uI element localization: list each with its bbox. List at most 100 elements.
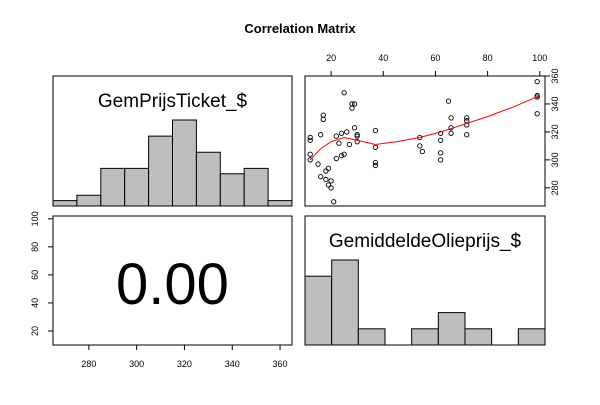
scatter-point-2 xyxy=(307,151,313,157)
scatter-point-18 xyxy=(336,140,342,146)
scatter-point-23 xyxy=(344,129,350,135)
scatter-point-11 xyxy=(325,165,332,171)
scatter-point-16 xyxy=(333,133,339,139)
smooth-line xyxy=(309,95,540,161)
ticket-hist-bar-6 xyxy=(195,151,221,207)
bottom-x-tick-label-1: 300 xyxy=(129,359,144,369)
scatter-point-53 xyxy=(534,94,540,100)
top-x-tick-label-0: 20 xyxy=(326,53,336,63)
scatter-point-12 xyxy=(325,182,332,188)
scatter-point-9 xyxy=(323,168,329,174)
scatter-point-34 xyxy=(372,160,379,166)
scatter-point-49 xyxy=(464,122,470,128)
scatter-point-37 xyxy=(417,143,423,149)
ticket-hist-bar-4 xyxy=(148,135,174,207)
scatter-point-21 xyxy=(341,90,347,96)
right-y-tick-label-1: 300 xyxy=(550,152,560,167)
variable-label-oil: GemiddeldeOlieprijs_$ xyxy=(329,231,522,252)
panel-ticket-histogram: GemPrijsTicket_$ xyxy=(52,75,293,207)
scatter-point-28 xyxy=(351,125,358,131)
panel-scatter-plot: 20 40 60 80 100 280 300 320 340 360 xyxy=(304,53,560,207)
left-y-tick-label-0: 20 xyxy=(30,326,40,336)
scatter-point-5 xyxy=(318,132,324,138)
top-x-tick-label-2: 60 xyxy=(430,53,440,63)
bottom-x-tick-label-3: 340 xyxy=(225,359,240,369)
panel-oil-histogram: GemiddeldeOlieprijs_$ xyxy=(304,215,546,346)
ticket-hist-bar-2 xyxy=(100,167,126,207)
panel-oil-frame xyxy=(304,215,546,346)
scatter-point-32 xyxy=(372,127,379,134)
scatter-point-43 xyxy=(445,98,452,104)
scatter-point-31 xyxy=(354,132,360,138)
ticket-hist-bar-1 xyxy=(76,194,102,207)
oil-hist-bar-2 xyxy=(357,328,386,346)
scatter-point-29 xyxy=(354,139,360,145)
bottom-x-tick-label-0: 280 xyxy=(81,359,96,369)
chart-title: Correlation Matrix xyxy=(244,21,356,36)
variable-label-ticket: GemPrijsTicket_$ xyxy=(98,91,248,112)
scatter-point-33 xyxy=(372,144,379,150)
ticket-hist-bar-9 xyxy=(267,200,293,207)
scatter-point-48 xyxy=(464,118,470,124)
ticket-hist-bar-8 xyxy=(243,167,269,207)
scatter-point-26 xyxy=(349,101,355,107)
top-x-tick-label-3: 80 xyxy=(483,53,493,63)
left-y-tick-label-1: 40 xyxy=(30,298,40,308)
oil-hist-bar-8 xyxy=(517,328,546,346)
left-y-tick-label-4: 100 xyxy=(30,211,40,226)
correlation-value: 0.00 xyxy=(116,252,229,317)
scatter-point-0 xyxy=(307,137,313,143)
ticket-hist-bar-3 xyxy=(124,167,150,207)
scatter-point-50 xyxy=(464,132,470,138)
scatter-point-15 xyxy=(331,199,337,205)
scatter-point-40 xyxy=(438,137,444,143)
scatter-point-39 xyxy=(438,130,444,136)
scatter-point-17 xyxy=(333,155,339,162)
oil-hist-bar-0 xyxy=(304,275,333,346)
scatter-point-3 xyxy=(307,157,313,163)
ticket-hist-bar-7 xyxy=(219,173,245,207)
right-y-tick-label-2: 320 xyxy=(550,124,560,139)
scatter-point-46 xyxy=(448,130,454,136)
scatter-point-51 xyxy=(534,78,540,85)
panel-correlation-value: 0.00 280 300 320 340 360 20 40 60 80 100 xyxy=(30,211,293,369)
right-y-tick-label-0: 280 xyxy=(550,180,560,195)
scatter-point-10 xyxy=(323,176,329,183)
scatter-point-41 xyxy=(438,150,444,156)
oil-hist-bar-1 xyxy=(331,259,359,346)
scatter-point-6 xyxy=(318,173,324,180)
scatter-point-7 xyxy=(320,112,326,118)
oil-hist-bar-4 xyxy=(411,328,439,346)
left-y-tick-label-3: 80 xyxy=(30,242,40,252)
scatter-point-27 xyxy=(351,101,358,107)
oil-hist-bar-5 xyxy=(437,312,466,346)
scatter-point-38 xyxy=(419,148,426,155)
oil-hist-bar-6 xyxy=(464,328,493,346)
scatter-point-44 xyxy=(448,115,454,121)
scatter-point-47 xyxy=(464,115,470,121)
scatter-point-54 xyxy=(534,111,540,117)
scatter-point-19 xyxy=(338,130,345,136)
ticket-hist-bar-0 xyxy=(52,200,78,207)
scatter-point-24 xyxy=(346,141,352,148)
scatter-point-1 xyxy=(307,134,313,141)
scatter-point-20 xyxy=(338,153,345,159)
top-x-tick-label-1: 40 xyxy=(378,53,388,63)
scatter-point-4 xyxy=(315,161,321,167)
scatter-point-13 xyxy=(328,178,334,184)
scatter-point-14 xyxy=(328,185,334,191)
scatter-point-25 xyxy=(349,105,355,111)
right-y-tick-label-3: 340 xyxy=(550,96,560,111)
left-y-tick-label-2: 60 xyxy=(30,270,40,280)
scatter-point-8 xyxy=(320,116,326,122)
scatter-point-42 xyxy=(438,157,444,163)
bottom-x-tick-label-2: 320 xyxy=(177,359,192,369)
right-y-tick-label-4: 360 xyxy=(550,68,560,83)
ticket-hist-bar-5 xyxy=(172,119,197,207)
panel-ticket-frame xyxy=(52,75,293,207)
scatter-point-35 xyxy=(372,162,379,169)
panel-scatter-frame xyxy=(304,75,546,207)
top-x-tick-label-4: 100 xyxy=(532,53,547,63)
